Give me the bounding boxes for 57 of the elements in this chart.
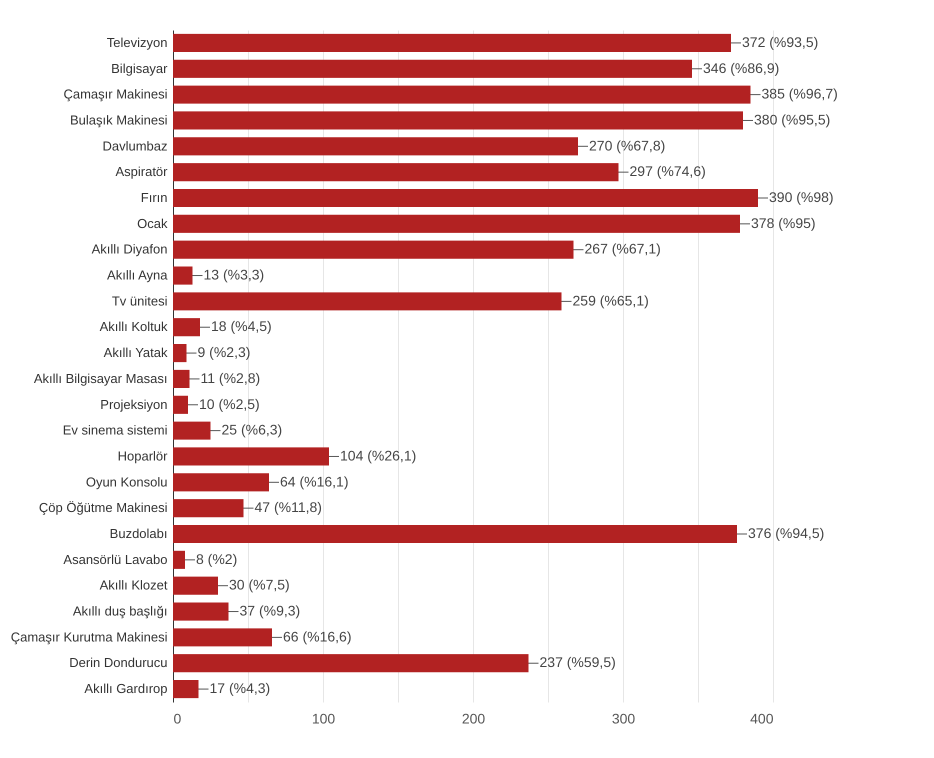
y-tick-label: Asansörlü Lavabo [63,552,168,567]
data-label: 390 (%98) [769,189,834,205]
y-tick-label: Akıllı Ayna [107,268,168,283]
y-tick-label: Davlumbaz [102,138,168,154]
data-label: 270 (%67,8) [589,137,666,154]
y-tick-label: Akıllı Gardırop [84,681,168,696]
x-tick-label: 0 [174,710,182,726]
y-tick-label: Çamaşır Makinesi [63,86,168,102]
data-label: 372 (%93,5) [742,34,818,50]
data-label: 9 (%2,3) [198,344,250,360]
y-tick-label: Akıllı Klozet [100,578,168,593]
y-tick-label: Televizyon [106,34,168,50]
data-label: 378 (%95) [751,214,816,231]
data-label: 8 (%2) [196,550,238,567]
y-tick-label: Akıllı Diyafon [92,242,168,257]
y-tick-label: Ev sinema sistemi [62,422,168,438]
y-tick-label: Bilgisayar [111,60,168,76]
y-tick-label: Çöp Öğütme Makinesi [38,500,168,516]
y-tick-label: Derin Dondurucu [69,655,168,670]
data-label: 64 (%16,1) [280,473,348,490]
data-label: 297 (%74,6) [630,163,706,180]
y-tick-label: Bulaşık Makinesi [70,112,168,128]
x-tick-label: 400 [750,710,774,726]
data-label: 259 (%65,1) [572,292,649,308]
x-tick-label: 300 [612,710,636,726]
data-label: 385 (%96,7) [762,86,838,102]
data-label: 37 (%9,3) [240,602,300,619]
x-tick-label: 100 [312,710,336,726]
data-label: 47 (%11,8) [254,499,322,516]
data-label: 13 (%3,3) [204,266,264,283]
y-tick-label: Akıllı Koltuk [100,319,168,334]
data-label: 11 (%2,8) [200,370,260,386]
data-label: 104 (%26,1) [340,447,416,464]
y-tick-label: Akıllı duş başlığı [72,604,168,619]
data-label: 25 (%6,3) [222,422,282,438]
x-tick-label: 200 [462,710,486,726]
data-label: 10 (%2,5) [199,396,260,412]
y-tick-label: Oyun Konsolu [86,474,168,490]
y-tick-label: Buzdolabı [110,526,168,541]
data-label: 267 (%67,1) [584,240,661,257]
data-label: 30 (%7,5) [229,576,290,593]
y-tick-label: Ocak [137,216,168,231]
y-tick-label: Çamaşır Kurutma Makinesi [10,629,168,644]
data-label: 376 (%94,5) [748,525,824,541]
y-tick-label: Tv ünitesi [112,293,168,308]
data-label: 237 (%59,5) [540,654,616,670]
data-label: 17 (%4,3) [210,680,270,696]
y-tick-label: Aspiratör [115,164,168,180]
y-tick-label: Akıllı Yatak [104,345,168,360]
data-label: 18 (%4,5) [211,318,272,334]
y-tick-label: Projeksiyon [100,396,168,412]
y-tick-label: Akıllı Bilgisayar Masası [34,370,168,386]
y-tick-label: Hoparlör [118,448,168,464]
data-label: 346 (%86,9) [703,60,780,76]
data-label: 66 (%16,6) [283,628,352,644]
data-label: 380 (%95,5) [754,111,830,128]
y-tick-label: Fırın [140,190,168,205]
